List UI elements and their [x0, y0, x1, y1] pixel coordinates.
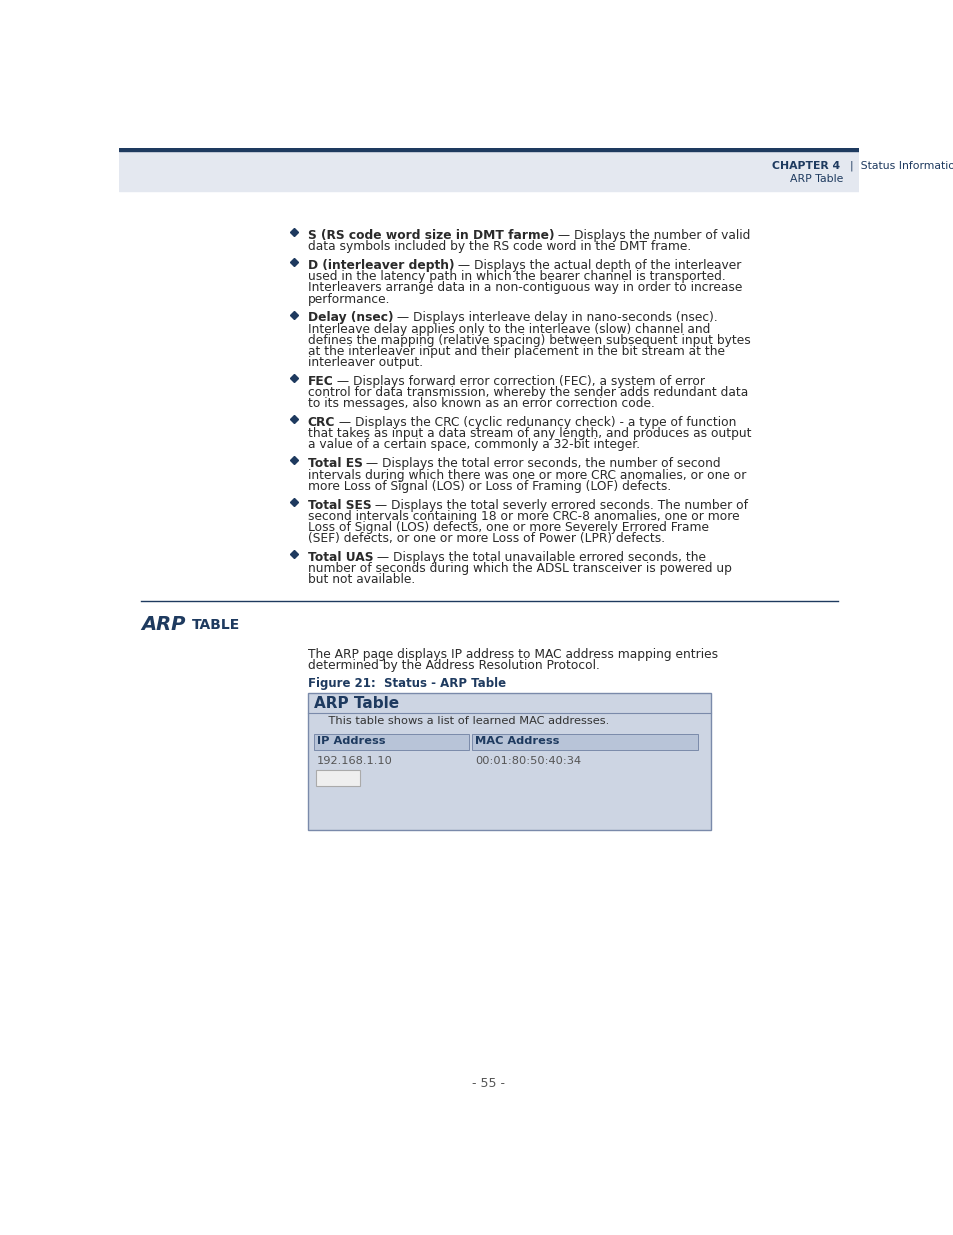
Text: — Displays the number of valid: — Displays the number of valid: [554, 228, 750, 242]
Text: interleaver output.: interleaver output.: [307, 356, 422, 369]
Text: Delay (nsec): Delay (nsec): [307, 311, 393, 325]
Text: Interleavers arrange data in a non-contiguous way in order to increase: Interleavers arrange data in a non-conti…: [307, 282, 741, 294]
Bar: [119, 148, 858, 151]
Text: — Displays forward error correction (FEC), a system of error: — Displays forward error correction (FEC…: [333, 375, 704, 388]
Text: TABLE: TABLE: [192, 618, 240, 631]
Bar: [307, 693, 710, 830]
Text: ARP: ARP: [141, 615, 192, 635]
Text: - 55 -: - 55 -: [472, 1077, 505, 1091]
Text: Refresh: Refresh: [317, 773, 357, 783]
Text: — Displays the total error seconds, the number of second: — Displays the total error seconds, the …: [362, 457, 720, 471]
Text: CHAPTER 4: CHAPTER 4: [771, 161, 840, 170]
Text: ARP: ARP: [141, 615, 192, 635]
Text: — Displays the total severly errored seconds. The number of: — Displays the total severly errored sec…: [371, 499, 747, 511]
Text: used in the latency path in which the bearer channel is transported.: used in the latency path in which the be…: [307, 270, 724, 283]
Text: to its messages, also known as an error correction code.: to its messages, also known as an error …: [307, 398, 654, 410]
Text: Figure 21:  Status - ARP Table: Figure 21: Status - ARP Table: [307, 677, 505, 690]
Text: more Loss of Signal (LOS) or Loss of Framing (LOF) defects.: more Loss of Signal (LOS) or Loss of Fra…: [307, 479, 670, 493]
Text: that takes as input a data stream of any length, and produces as output: that takes as input a data stream of any…: [307, 427, 750, 441]
Text: MAC Address: MAC Address: [475, 736, 558, 746]
Text: defines the mapping (relative spacing) between subsequent input bytes: defines the mapping (relative spacing) b…: [307, 333, 750, 347]
Bar: [119, 151, 858, 191]
Text: performance.: performance.: [307, 293, 390, 305]
Text: number of seconds during which the ADSL transceiver is powered up: number of seconds during which the ADSL …: [307, 562, 731, 576]
FancyBboxPatch shape: [315, 771, 360, 785]
Text: The ARP page displays IP address to MAC address mapping entries: The ARP page displays IP address to MAC …: [307, 647, 717, 661]
Text: but not available.: but not available.: [307, 573, 415, 587]
Text: 192.168.1.10: 192.168.1.10: [316, 756, 393, 766]
Bar: [314, 734, 468, 750]
Text: — Displays the actual depth of the interleaver: — Displays the actual depth of the inter…: [454, 259, 740, 272]
Text: Loss of Signal (LOS) defects, one or more Severely Errored Frame: Loss of Signal (LOS) defects, one or mor…: [307, 521, 708, 534]
Text: — Displays the total unavailable errored seconds, the: — Displays the total unavailable errored…: [373, 551, 705, 564]
Text: |  Status Information: | Status Information: [842, 161, 953, 172]
Text: S (RS code word size in DMT farme): S (RS code word size in DMT farme): [307, 228, 554, 242]
Text: ARP Table: ARP Table: [314, 697, 398, 711]
Text: data symbols included by the RS code word in the DMT frame.: data symbols included by the RS code wor…: [307, 241, 690, 253]
Text: ARP Table: ARP Table: [789, 174, 842, 184]
Text: Total ES: Total ES: [307, 457, 362, 471]
Text: D (interleaver depth): D (interleaver depth): [307, 259, 454, 272]
Text: (SEF) defects, or one or more Loss of Power (LPR) defects.: (SEF) defects, or one or more Loss of Po…: [307, 532, 664, 545]
Text: second intervals containing 18 or more CRC-8 anomalies, one or more: second intervals containing 18 or more C…: [307, 510, 739, 522]
Text: at the interleaver input and their placement in the bit stream at the: at the interleaver input and their place…: [307, 345, 724, 358]
Text: FEC: FEC: [307, 375, 333, 388]
Text: control for data transmission, whereby the sender adds redundant data: control for data transmission, whereby t…: [307, 387, 747, 399]
Text: CRC: CRC: [307, 416, 335, 429]
Text: determined by the Address Resolution Protocol.: determined by the Address Resolution Pro…: [307, 658, 598, 672]
Text: Interleave delay applies only to the interleave (slow) channel and: Interleave delay applies only to the int…: [307, 322, 709, 336]
Text: — Displays interleave delay in nano-seconds (nsec).: — Displays interleave delay in nano-seco…: [393, 311, 717, 325]
Text: Total UAS: Total UAS: [307, 551, 373, 564]
Text: Total SES: Total SES: [307, 499, 371, 511]
Text: IP Address: IP Address: [316, 736, 385, 746]
Bar: [472, 734, 698, 750]
Text: — Displays the CRC (cyclic redunancy check) - a type of function: — Displays the CRC (cyclic redunancy che…: [335, 416, 736, 429]
Text: 00:01:80:50:40:34: 00:01:80:50:40:34: [475, 756, 580, 766]
Text: intervals during which there was one or more CRC anomalies, or one or: intervals during which there was one or …: [307, 468, 745, 482]
Text: a value of a certain space, commonly a 32-bit integer.: a value of a certain space, commonly a 3…: [307, 438, 639, 452]
Text: This table shows a list of learned MAC addresses.: This table shows a list of learned MAC a…: [314, 716, 608, 726]
